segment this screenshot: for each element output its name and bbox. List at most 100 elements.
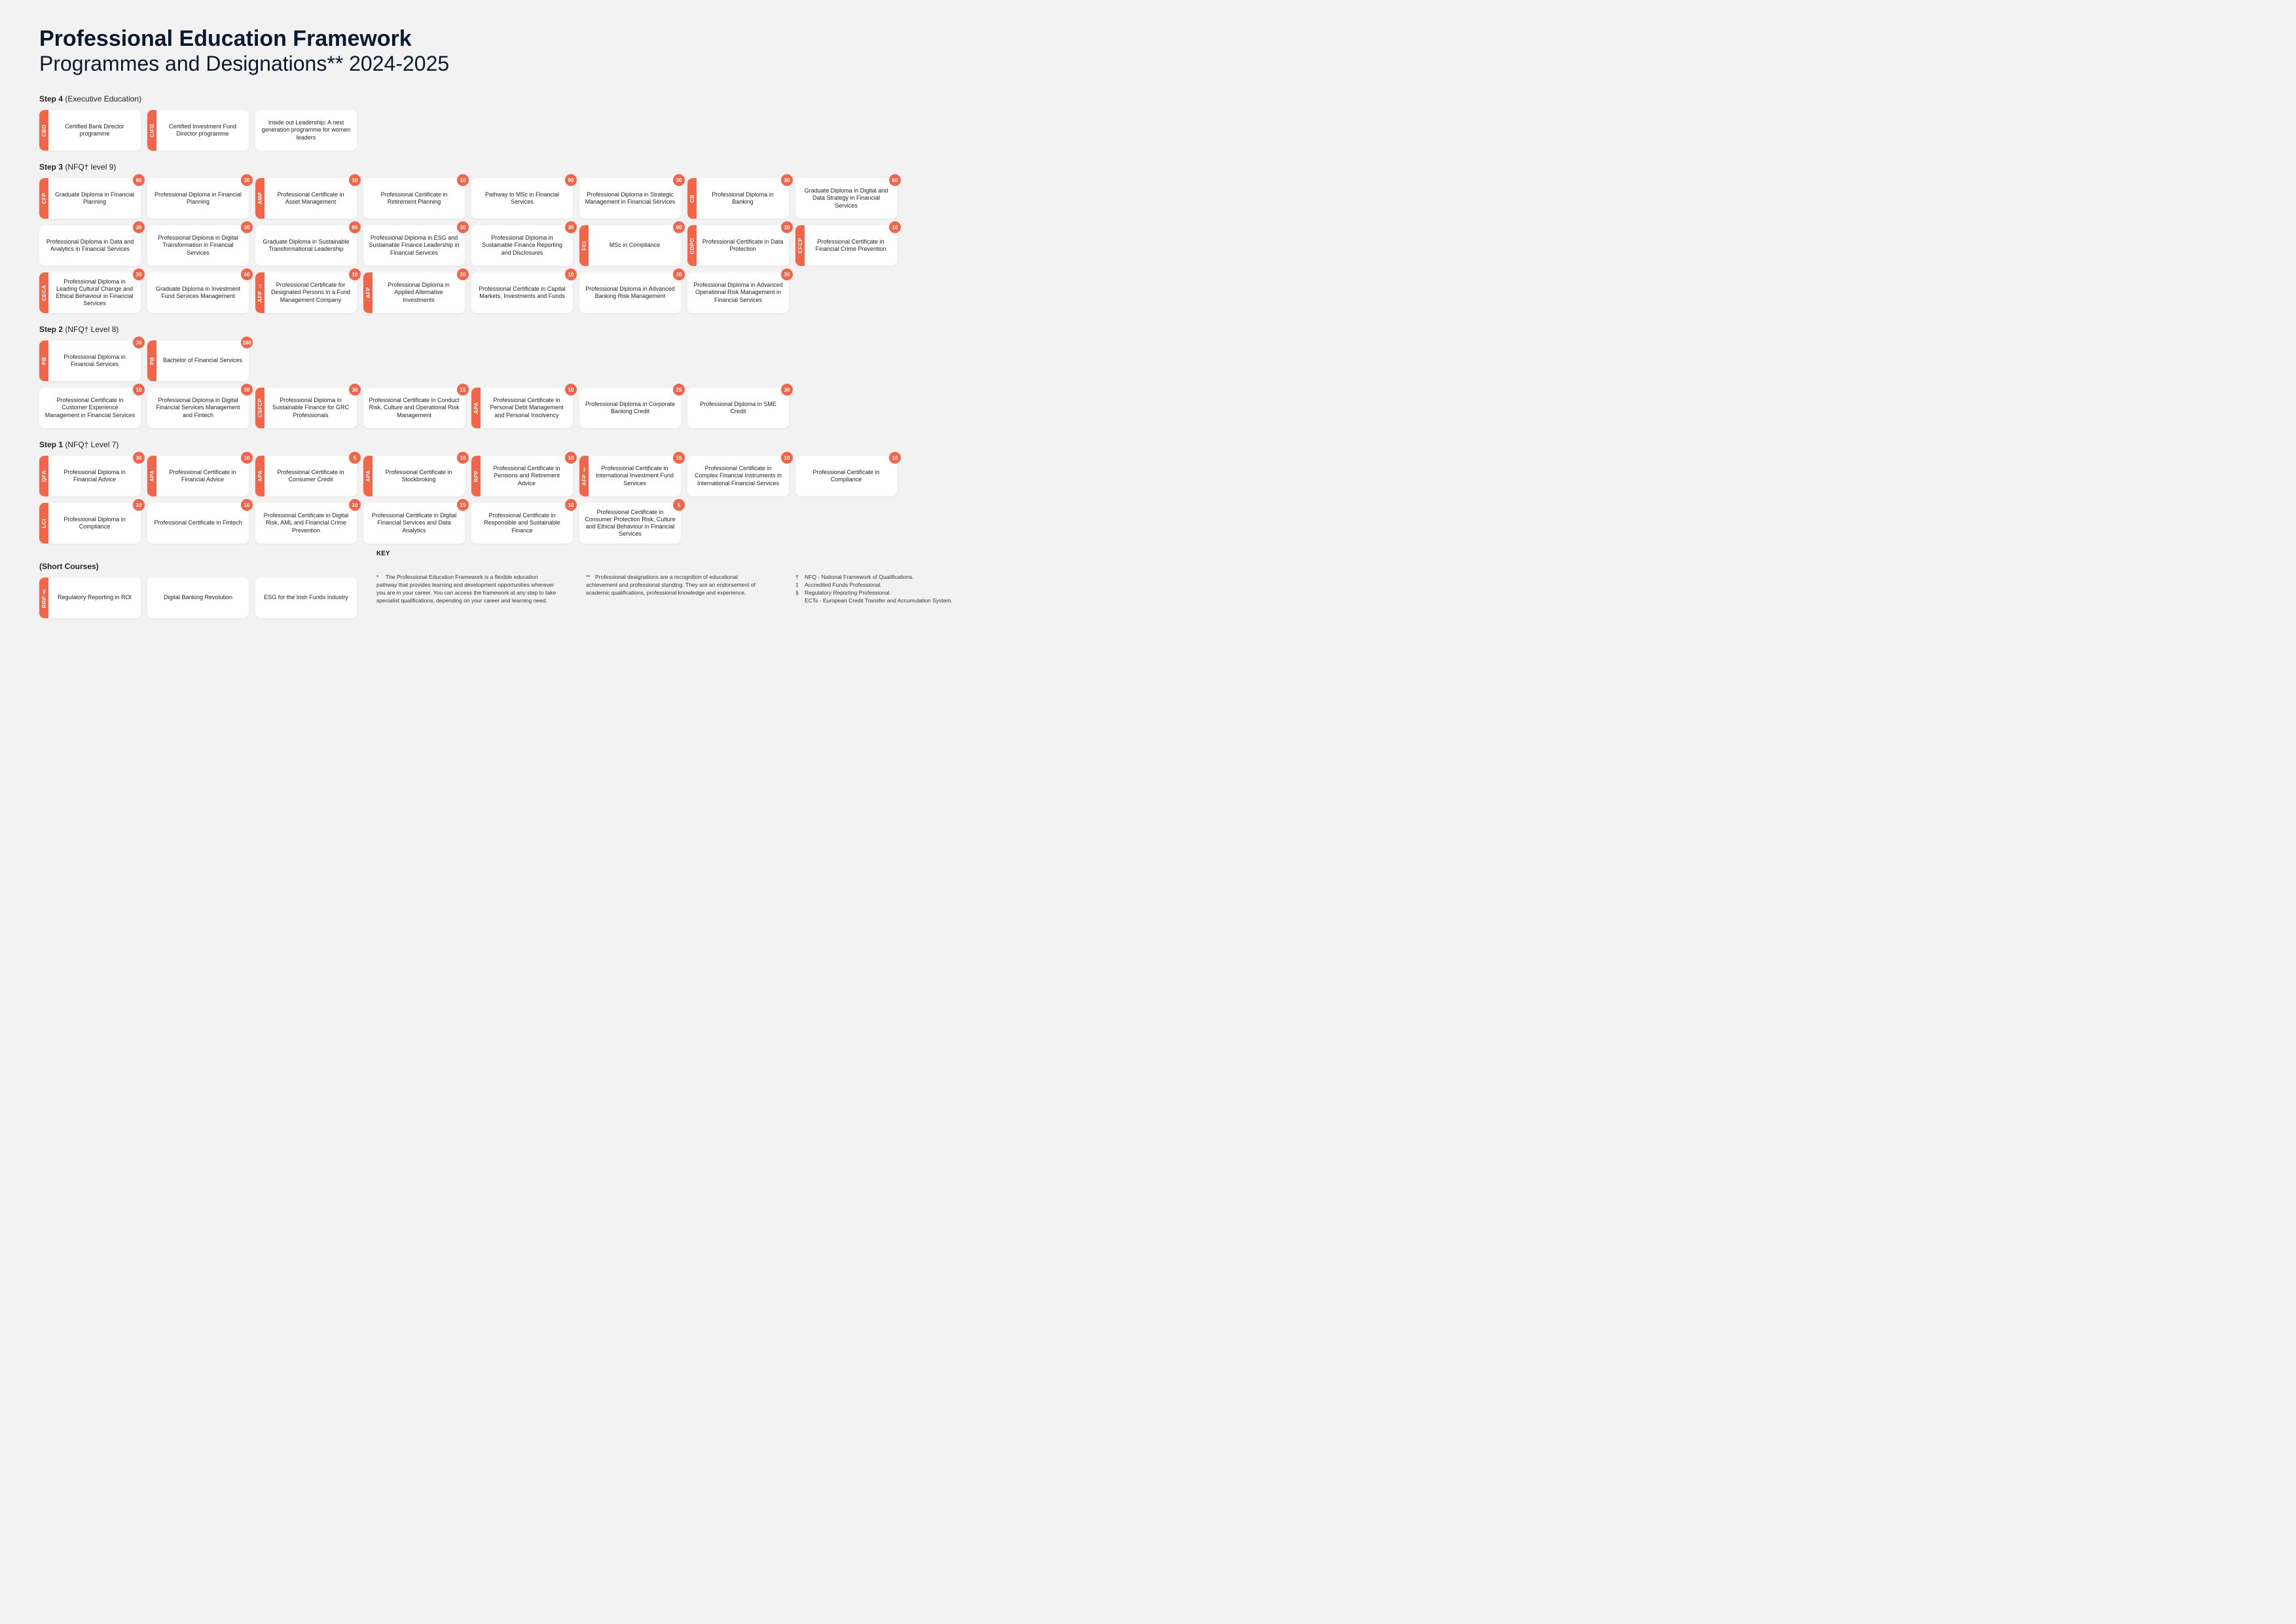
programme-card: Professional Certificate in Compliance10: [795, 456, 897, 496]
programme-card: AMPProfessional Certificate in Asset Man…: [255, 178, 357, 219]
card-text: Professional Certificate in Retirement P…: [363, 189, 465, 209]
card-text: Professional Diploma in Strategic Manage…: [579, 189, 681, 209]
programme-card: Professional Certificate in Responsible …: [471, 503, 573, 544]
card-row: CFPGraduate Diploma in Financial Plannin…: [39, 178, 2257, 219]
card-tab: CFP: [39, 178, 48, 219]
programme-card: Professional Certificate in Complex Fina…: [687, 456, 789, 496]
programme-card: Professional Diploma in SME Credit30: [687, 388, 789, 428]
card-text: Professional Certificate for Designated …: [264, 279, 357, 306]
card-tab: AFP ‡: [255, 272, 264, 313]
programme-card: RPPProfessional Certificate in Pensions …: [471, 456, 573, 496]
ects-badge: 10: [565, 452, 577, 464]
card-tab: CECA: [39, 272, 48, 313]
programme-card: Professional Diploma in Advanced Banking…: [579, 272, 681, 313]
card-tab-label: LCI: [41, 519, 47, 528]
programme-card: CSFCPProfessional Diploma in Sustainable…: [255, 388, 357, 428]
card-tab-label: CSFCP: [257, 398, 263, 418]
card-tab: CB: [687, 178, 697, 219]
ects-badge: 90: [565, 174, 577, 186]
card-text: Professional Diploma in Financial Servic…: [48, 351, 141, 371]
programme-card: APAProfessional Certificate in Stockbrok…: [363, 456, 465, 496]
ects-badge: 30: [781, 268, 793, 280]
card-text: Professional Certificate in Fintech: [147, 517, 249, 529]
ects-badge: 10: [781, 452, 793, 464]
card-text: ESG for the Irish Funds Industry: [255, 591, 357, 604]
card-text: Regulatory Reporting in ROI: [48, 591, 141, 604]
programme-card: Professional Certificate in Customer Exp…: [39, 388, 141, 428]
ects-badge: 60: [889, 174, 901, 186]
card-text: Professional Diploma in Sustainable Fina…: [471, 232, 573, 259]
ects-badge: 30: [349, 384, 361, 396]
programme-card: AFP ‡Professional Certificate in Interna…: [579, 456, 681, 496]
ects-badge: 30: [457, 268, 469, 280]
card-text: Graduate Diploma in Financial Planning: [48, 189, 141, 209]
ects-badge: 10: [349, 499, 361, 511]
programme-card: Professional Diploma in Corporate Bankin…: [579, 388, 681, 428]
ects-badge: 10: [241, 499, 253, 511]
card-text: Professional Diploma in SME Credit: [687, 398, 789, 418]
card-row: Professional Certificate in Customer Exp…: [39, 388, 2257, 428]
card-row: Professional Diploma in Data and Analyti…: [39, 225, 2257, 266]
card-tab: AFP: [363, 272, 373, 313]
ects-badge: 30: [241, 221, 253, 233]
card-text: Professional Certificate in Consumer Pro…: [579, 506, 681, 541]
card-tab: CIFD: [147, 110, 156, 151]
programme-card: CIFDCertified Investment Fund Director p…: [147, 110, 249, 151]
card-text: Graduate Diploma in Investment Fund Serv…: [147, 283, 249, 303]
programme-card: Professional Certificate in Digital Fina…: [363, 503, 465, 544]
ects-badge: 25: [673, 384, 685, 396]
card-tab-label: RRP §: [41, 588, 47, 608]
steps-container: Step 4 (Executive Education)CBDCertified…: [39, 94, 2257, 625]
card-text: Professional Diploma in Leading Cultural…: [48, 276, 141, 310]
ects-badge: 10: [457, 174, 469, 186]
ects-badge: 30: [133, 452, 145, 464]
card-tab: CSFCP: [255, 388, 264, 428]
card-tab-label: APA: [149, 470, 155, 482]
programme-card: Pathway to MSc in Financial Services90: [471, 178, 573, 219]
ects-badge: 30: [133, 221, 145, 233]
card-tab: APA: [147, 456, 156, 496]
key-col-1: *The Professional Education Framework is…: [376, 574, 560, 605]
ects-badge: 90: [673, 221, 685, 233]
programme-card: APAProfessional Certificate in Personal …: [471, 388, 573, 428]
ects-badge: 15: [457, 384, 469, 396]
card-tab-label: AFP ‡: [257, 283, 263, 303]
ects-badge: 5: [349, 452, 361, 464]
card-tab-label: CBD: [41, 124, 47, 137]
card-text: Professional Certificate in Digital Risk…: [255, 509, 357, 537]
card-text: Professional Certificate in Pensions and…: [481, 462, 573, 490]
programme-card: Professional Diploma in Digital Transfor…: [147, 225, 249, 266]
card-tab-label: AFP: [365, 287, 371, 299]
programme-card: Professional Diploma in Data and Analyti…: [39, 225, 141, 266]
card-tab-label: AMP: [257, 192, 263, 204]
card-text: Professional Diploma in Financial Advice: [48, 466, 141, 487]
card-text: Certified Bank Director programme: [48, 120, 141, 141]
card-row: CECAProfessional Diploma in Leading Cult…: [39, 272, 2257, 313]
programme-card: Professional Certificate in Capital Mark…: [471, 272, 573, 313]
card-row: QFAProfessional Diploma in Financial Adv…: [39, 456, 2257, 496]
card-text: Professional Diploma in Sustainable Fina…: [264, 394, 357, 422]
card-tab: PB: [39, 341, 48, 381]
card-row: LCIProfessional Diploma in Compliance10P…: [39, 503, 2257, 544]
ects-badge: 30: [133, 268, 145, 280]
step-label: Step 2 (NFQ† Level 8): [39, 325, 2257, 334]
ects-badge: 15: [673, 452, 685, 464]
ects-badge: 30: [241, 174, 253, 186]
card-text: Professional Diploma in Digital Financia…: [147, 394, 249, 422]
programme-card: Professional Diploma in Strategic Manage…: [579, 178, 681, 219]
programme-card: CFCPProfessional Certificate in Financia…: [795, 225, 897, 266]
card-tab: PB: [147, 341, 156, 381]
card-tab-label: PB: [149, 357, 155, 365]
card-text: Professional Diploma in Banking: [697, 189, 789, 209]
ects-badge: 10: [889, 221, 901, 233]
card-tab-label: APA: [473, 402, 479, 414]
ects-badge: 30: [457, 221, 469, 233]
ects-badge: 60: [349, 221, 361, 233]
programme-card: Professional Certificate in Digital Risk…: [255, 503, 357, 544]
programme-card: QFAProfessional Diploma in Financial Adv…: [39, 456, 141, 496]
programme-card: AFP ‡Professional Certificate for Design…: [255, 272, 357, 313]
page-title-main: Professional Education Framework: [39, 26, 2257, 52]
programme-card: ESG for the Irish Funds Industry: [255, 578, 357, 618]
card-text: MSc in Compliance: [589, 239, 681, 251]
card-tab: CFCP: [795, 225, 805, 266]
